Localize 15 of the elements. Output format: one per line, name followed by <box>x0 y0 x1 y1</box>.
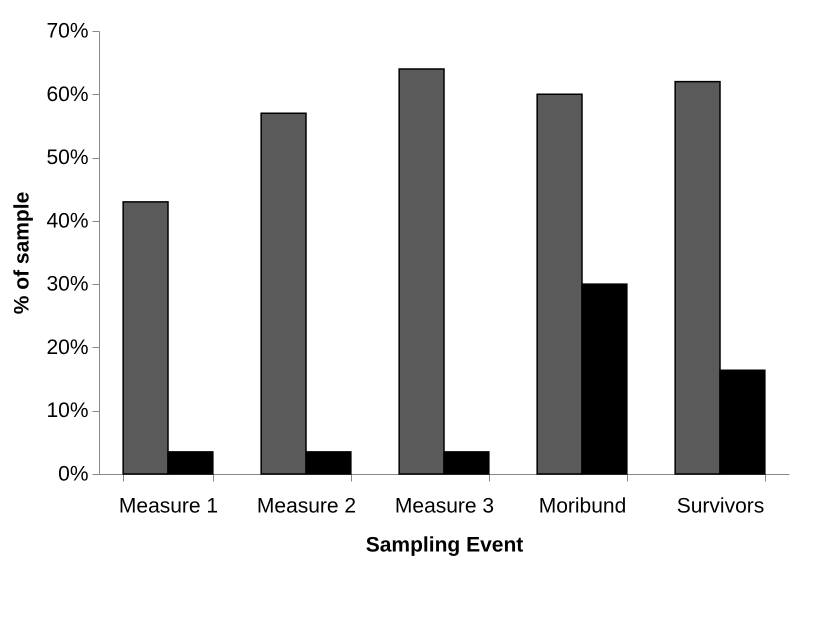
x-tick-label: Measure 2 <box>256 494 356 518</box>
x-tick-label: Survivors <box>676 494 764 518</box>
y-tick-label: 0% <box>58 462 88 486</box>
y-axis-title: % of sample <box>10 192 34 314</box>
y-tick-label: 40% <box>46 209 88 232</box>
x-axis-title: Sampling Event <box>366 534 524 556</box>
x-tick-label: Measure 3 <box>394 494 494 518</box>
y-tick-label: 10% <box>46 399 88 422</box>
y-tick-label: 30% <box>46 272 88 296</box>
y-tick-label: 70% <box>46 20 88 42</box>
x-tick-label: Moribund <box>538 494 626 518</box>
y-tick-label: 20% <box>46 336 88 359</box>
x-tick-label: Measure 1 <box>118 494 218 518</box>
y-tick-label: 60% <box>46 82 88 106</box>
y-tick-label: 50% <box>46 146 88 170</box>
